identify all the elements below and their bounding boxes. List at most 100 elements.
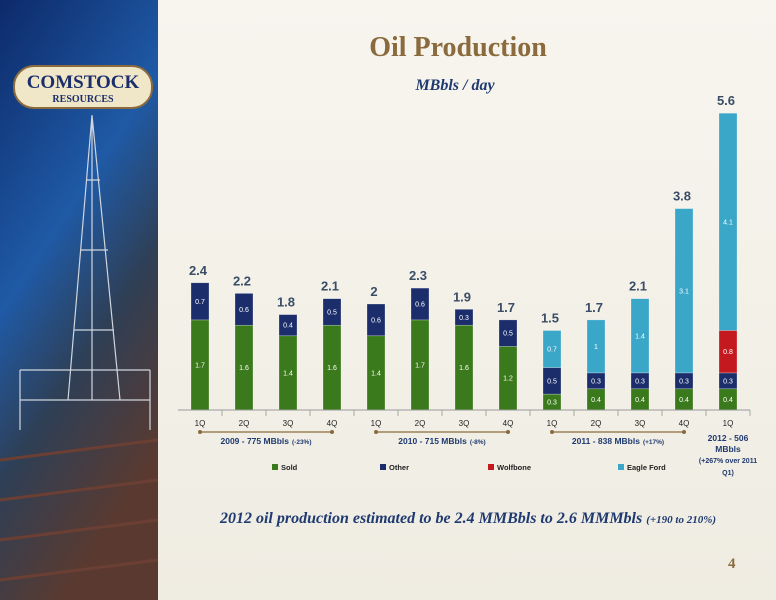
group-label: 2012 - 506 MBbls (+267% over 2011 Q1) <box>698 433 758 479</box>
bar-segment <box>366 303 386 337</box>
data-label: 0.4 <box>283 323 293 330</box>
legend-swatch <box>272 464 278 470</box>
x-tick-label: 4Q <box>503 419 514 428</box>
group-label: 2010 - 715 MBbls (-8%) <box>398 436 485 446</box>
group-note: (+267% over 2011 Q1) <box>698 458 758 477</box>
total-label: 1.9 <box>453 289 471 304</box>
legend-label: Sold <box>281 463 298 472</box>
bar-segment <box>674 208 694 374</box>
group-note: (-8%) <box>470 439 486 446</box>
data-label: 0.7 <box>195 299 205 306</box>
x-tick-label: 4Q <box>679 419 690 428</box>
data-label: 0.5 <box>547 378 557 385</box>
data-label: 1 <box>594 344 598 351</box>
total-label: 5.6 <box>717 93 735 108</box>
x-tick-label: 4Q <box>327 419 338 428</box>
group-label-text: 2011 - 838 MBbls <box>572 436 640 446</box>
data-label: 3.1 <box>679 288 689 295</box>
group-note: (+17%) <box>643 439 664 446</box>
total-label: 1.7 <box>585 300 603 315</box>
data-label: 0.6 <box>371 317 381 324</box>
total-label: 2.1 <box>629 279 647 294</box>
x-tick-label: 2Q <box>415 419 426 428</box>
footnote-text: 2012 oil production estimated to be 2.4 … <box>219 510 643 527</box>
bar-segment <box>322 298 342 326</box>
data-label: 0.6 <box>415 302 425 309</box>
legend-label: Other <box>389 463 409 472</box>
bracket-end <box>550 430 554 434</box>
total-label: 2 <box>370 284 377 299</box>
data-label: 0.3 <box>591 378 601 385</box>
bar-segment <box>278 314 298 337</box>
bar-segment <box>410 287 430 321</box>
data-label: 0.4 <box>723 397 733 404</box>
x-tick-label: 1Q <box>723 419 734 428</box>
total-label: 3.8 <box>673 189 691 204</box>
data-label: 0.3 <box>459 315 469 322</box>
total-label: 2.4 <box>189 263 208 278</box>
total-label: 2.2 <box>233 273 251 288</box>
group-label-text: 2009 - 775 MBbls <box>220 436 289 446</box>
data-label: 0.4 <box>679 397 689 404</box>
bar-segment <box>498 319 518 347</box>
legend-label: Eagle Ford <box>627 463 666 472</box>
logo-text: COMSTOCK <box>27 72 140 93</box>
data-label: 4.1 <box>723 219 733 226</box>
pipes <box>0 438 158 582</box>
footnote: 2012 oil production estimated to be 2.4 … <box>160 510 776 528</box>
bar-segment <box>718 112 738 331</box>
data-label: 0.3 <box>635 378 645 385</box>
bar-segment <box>630 298 650 374</box>
x-tick-label: 3Q <box>635 419 646 428</box>
chart-subtitle: MBbls / day <box>414 77 495 94</box>
logo-text: RESOURCES <box>52 94 114 105</box>
sidebar: COMSTOCK RESOURCES <box>0 0 158 600</box>
x-tick-label: 3Q <box>283 419 294 428</box>
total-label: 2.1 <box>321 279 339 294</box>
bar-segment <box>586 319 606 374</box>
bar-segment <box>454 309 474 326</box>
bracket-end <box>330 430 334 434</box>
data-label: 0.5 <box>327 309 337 316</box>
x-tick-label: 2Q <box>591 419 602 428</box>
total-label: 2.3 <box>409 268 427 283</box>
footnote-note: (+190 to 210%) <box>646 514 717 526</box>
total-label: 1.8 <box>277 295 295 310</box>
group-label-text: 2010 - 715 MBbls <box>398 436 467 446</box>
data-label: 1.6 <box>239 365 249 372</box>
legend-swatch <box>488 464 494 470</box>
x-tick-label: 1Q <box>195 419 206 428</box>
data-label: 1.4 <box>283 370 293 377</box>
x-tick-label: 3Q <box>459 419 470 428</box>
bracket-end <box>506 430 510 434</box>
data-label: 0.3 <box>723 378 733 385</box>
data-label: 1.6 <box>459 365 469 372</box>
bar-segment <box>190 282 210 321</box>
bracket-end <box>198 430 202 434</box>
bracket-end <box>682 430 686 434</box>
data-label: 1.4 <box>371 370 381 377</box>
data-label: 0.3 <box>679 378 689 385</box>
data-label: 1.6 <box>327 365 337 372</box>
rig <box>19 114 151 430</box>
group-label: 2011 - 838 MBbls (+17%) <box>572 436 664 446</box>
total-label: 1.5 <box>541 311 559 326</box>
data-label: 0.4 <box>635 397 645 404</box>
legend-swatch <box>380 464 386 470</box>
bar-segment <box>542 330 562 368</box>
legend-swatch <box>618 464 624 470</box>
x-tick-label: 1Q <box>547 419 558 428</box>
chart-title: Oil Production <box>369 32 547 63</box>
data-label: 0.8 <box>723 349 733 356</box>
data-label: 1.4 <box>635 333 645 340</box>
bar-segment <box>234 293 254 326</box>
group-label-text: 2012 - 506 MBbls <box>707 433 749 454</box>
logo-badge <box>13 65 153 109</box>
x-tick-label: 1Q <box>371 419 382 428</box>
data-label: 0.3 <box>547 400 557 407</box>
bracket-end <box>374 430 378 434</box>
group-note: (-23%) <box>292 439 312 446</box>
data-label: 1.7 <box>195 362 205 369</box>
